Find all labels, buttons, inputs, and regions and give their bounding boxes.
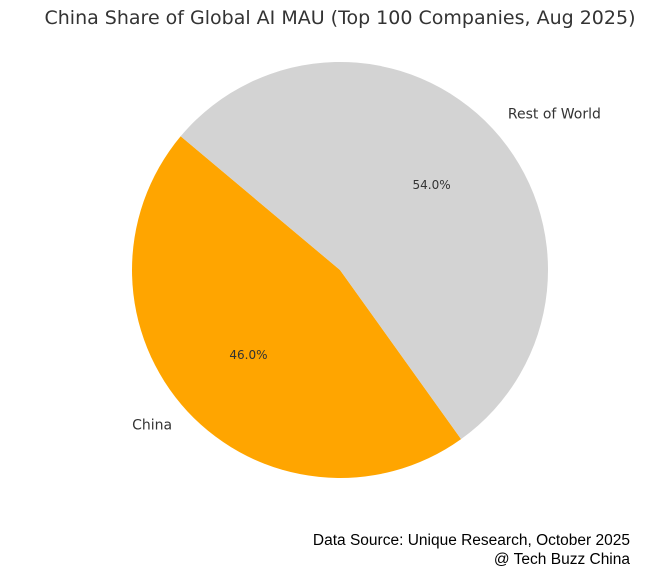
data-source-note: Data Source: Unique Research, October 20… [312, 532, 630, 549]
pie-slice-china [132, 136, 462, 478]
pie-slice-rest-of-world [180, 61, 549, 440]
slice-label-china: China [132, 417, 172, 433]
slice-pct-rest-of-world: 54.0% [413, 178, 451, 192]
chart-title: China Share of Global AI MAU (Top 100 Co… [45, 7, 636, 29]
pie-labels: China 46.0% Rest of World 54.0% [132, 107, 601, 434]
chart-footer: Data Source: Unique Research, October 20… [313, 531, 630, 569]
credit-note: @ Tech Buzz China [493, 551, 630, 568]
slice-label-rest-of-world: Rest of World [508, 107, 601, 123]
slice-pct-china: 46.0% [229, 348, 267, 362]
pie-slices [132, 61, 549, 478]
